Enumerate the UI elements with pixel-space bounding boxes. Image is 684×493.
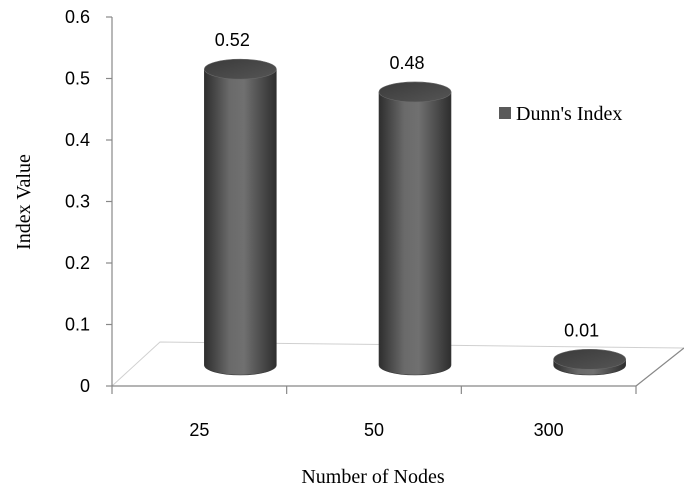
data-label: 0.52 [215, 30, 250, 50]
floor-right-edge [635, 347, 684, 387]
x-tick-label: 300 [534, 420, 564, 440]
x-axis-title: Number of Nodes [301, 466, 445, 488]
y-tick-label: 0.5 [65, 69, 90, 89]
bar-cap [553, 349, 626, 370]
bar [553, 349, 626, 376]
y-tick-label: 0 [80, 376, 90, 396]
bar-body [204, 68, 277, 376]
y-axis-title: Index Value [13, 154, 35, 250]
bar-body [378, 91, 452, 376]
y-tick-label: 0.6 [65, 7, 90, 27]
x-tick-label: 50 [364, 420, 384, 440]
y-tick-label: 0.2 [65, 253, 90, 273]
y-tick-label: 0.3 [65, 192, 90, 212]
legend-swatch [499, 107, 511, 119]
bar-cap [378, 81, 452, 103]
x-tick-label: 25 [189, 420, 209, 440]
legend: Dunn's Index [499, 103, 622, 125]
data-label: 0.01 [564, 320, 599, 340]
bar-cap [204, 58, 277, 80]
bars [204, 58, 626, 376]
bar [378, 81, 452, 376]
data-label: 0.48 [389, 53, 424, 73]
legend-label: Dunn's Index [516, 103, 622, 125]
y-tick-label: 0.4 [65, 130, 90, 150]
y-axis-ticks: 0 0.1 0.2 0.3 0.4 0.5 0.6 [65, 7, 112, 396]
y-tick-label: 0.1 [65, 315, 90, 335]
data-labels: 0.52 0.48 0.01 [215, 30, 599, 340]
x-axis-ticks: 25 50 300 [111, 386, 637, 440]
bar [204, 58, 277, 376]
